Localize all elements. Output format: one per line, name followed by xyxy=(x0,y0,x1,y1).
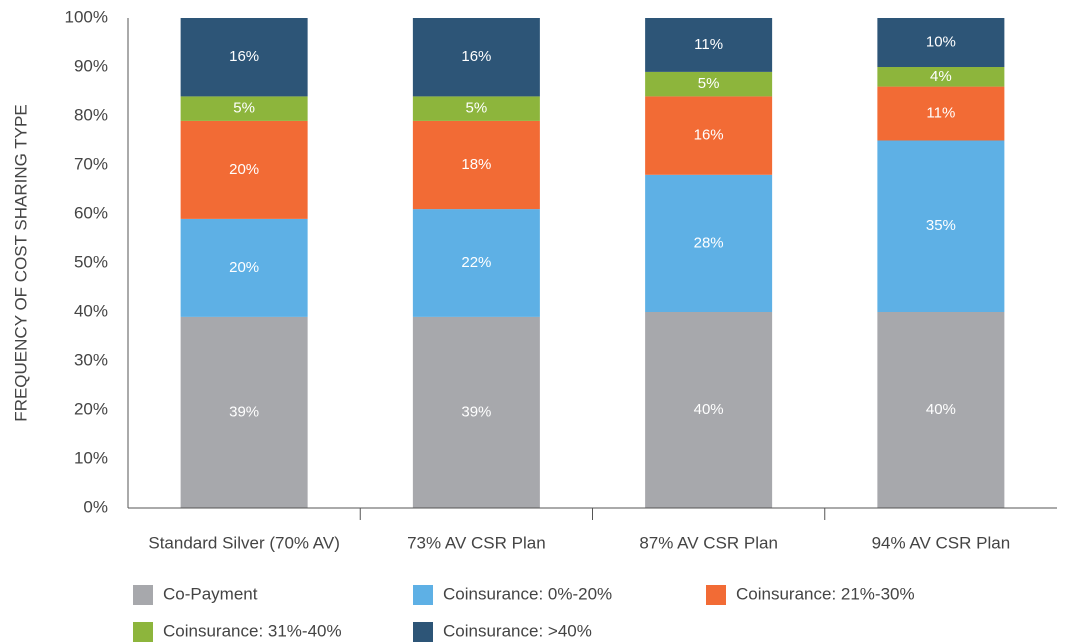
bar-segment xyxy=(180,18,308,97)
data-label: 5% xyxy=(466,100,488,117)
bar-segment xyxy=(412,18,540,97)
legend-swatch xyxy=(706,585,726,605)
legend-swatch xyxy=(133,622,153,642)
data-label: 16% xyxy=(461,48,491,65)
bar-segment xyxy=(180,218,308,317)
y-tick-label: 80% xyxy=(74,105,108,124)
x-tick-label: 73% AV CSR Plan xyxy=(407,533,546,552)
bar-segment xyxy=(877,67,1005,87)
y-tick-label: 70% xyxy=(74,154,108,173)
data-label: 4% xyxy=(930,68,952,85)
data-label: 16% xyxy=(229,48,259,65)
legend-label: Coinsurance: 31%-40% xyxy=(163,621,342,640)
data-label: 18% xyxy=(461,156,491,173)
bar-segment xyxy=(877,18,1005,67)
legend-label: Coinsurance: 21%-30% xyxy=(736,584,915,603)
data-label: 39% xyxy=(461,403,491,420)
y-tick-label: 60% xyxy=(74,203,108,222)
legend-swatch xyxy=(133,585,153,605)
y-tick-label: 10% xyxy=(74,448,108,467)
y-tick-label: 40% xyxy=(74,301,108,320)
bar-segment xyxy=(877,86,1005,141)
bar-segment xyxy=(180,96,308,121)
data-label: 16% xyxy=(694,127,724,144)
bar-segment xyxy=(180,120,308,219)
bar-segment xyxy=(877,312,1005,508)
bar-segment xyxy=(180,316,308,508)
bar-segment xyxy=(412,96,540,121)
data-label: 11% xyxy=(694,36,723,53)
data-label: 40% xyxy=(926,401,956,418)
bar-segment xyxy=(412,316,540,508)
bar-segment xyxy=(412,120,540,210)
bar-segment xyxy=(645,174,773,312)
x-tick-label: Standard Silver (70% AV) xyxy=(148,533,340,552)
bar-segment xyxy=(645,312,773,508)
x-tick-label: 94% AV CSR Plan xyxy=(872,533,1011,552)
legend-swatch xyxy=(413,585,433,605)
data-label: 28% xyxy=(694,234,724,251)
y-axis-title: FREQUENCY OF COST SHARING TYPE xyxy=(11,104,30,421)
data-label: 5% xyxy=(233,100,255,117)
y-tick-label: 50% xyxy=(74,252,108,271)
data-label: 11% xyxy=(926,105,955,122)
data-label: 10% xyxy=(926,33,956,50)
data-label: 22% xyxy=(461,254,491,271)
legend-swatch xyxy=(413,622,433,642)
y-tick-label: 30% xyxy=(74,350,108,369)
data-label: 5% xyxy=(698,75,720,92)
bar-segment xyxy=(877,140,1005,312)
bar-segment xyxy=(645,18,773,72)
y-tick-label: 20% xyxy=(74,399,108,418)
bar-segment xyxy=(645,96,773,175)
y-tick-label: 100% xyxy=(65,7,108,26)
bar-segment xyxy=(645,71,773,97)
bar-segment xyxy=(412,209,540,317)
legend-label: Coinsurance: 0%-20% xyxy=(443,584,612,603)
data-label: 35% xyxy=(926,217,956,234)
data-label: 20% xyxy=(229,161,259,178)
data-label: 20% xyxy=(229,259,259,276)
legend-label: Co-Payment xyxy=(163,584,258,603)
legend-label: Coinsurance: >40% xyxy=(443,621,592,640)
data-label: 39% xyxy=(229,403,259,420)
x-tick-label: 87% AV CSR Plan xyxy=(639,533,778,552)
data-label: 40% xyxy=(694,401,724,418)
y-tick-label: 0% xyxy=(83,497,108,516)
y-tick-label: 90% xyxy=(74,56,108,75)
